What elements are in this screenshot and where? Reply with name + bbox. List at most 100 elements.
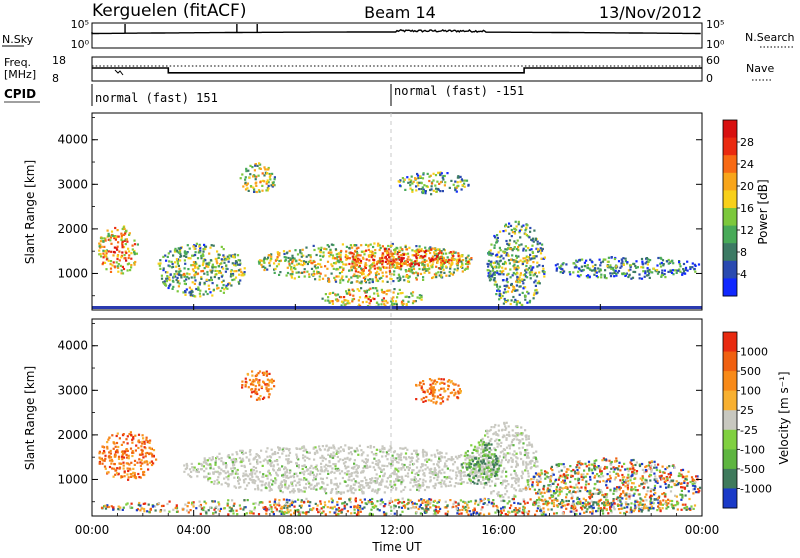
range-gate-cell bbox=[436, 479, 438, 481]
range-gate-cell bbox=[274, 178, 276, 180]
range-gate-cell bbox=[428, 272, 430, 274]
range-gate-cell bbox=[433, 401, 435, 403]
range-gate-cell bbox=[202, 262, 204, 264]
range-gate-cell bbox=[524, 454, 526, 456]
range-gate-cell bbox=[505, 254, 507, 256]
range-gate-cell bbox=[172, 254, 174, 256]
range-gate-cell bbox=[338, 492, 340, 494]
range-gate-cell bbox=[423, 383, 425, 385]
range-gate-cell bbox=[513, 228, 515, 230]
range-gate-cell bbox=[418, 384, 420, 386]
range-gate-cell bbox=[357, 450, 359, 452]
range-gate-cell bbox=[335, 294, 337, 296]
range-gate-cell bbox=[441, 452, 443, 454]
range-gate-cell bbox=[365, 250, 367, 252]
range-gate-cell bbox=[530, 463, 532, 465]
range-gate-cell bbox=[382, 272, 384, 274]
range-gate-cell bbox=[596, 480, 598, 482]
range-gate-cell bbox=[293, 265, 295, 267]
range-gate-cell bbox=[510, 284, 512, 286]
range-gate-cell bbox=[608, 257, 610, 259]
range-gate-cell bbox=[355, 489, 357, 491]
range-gate-cell bbox=[382, 260, 384, 262]
range-gate-cell bbox=[508, 496, 510, 498]
range-gate-cell bbox=[125, 243, 127, 245]
range-gate-cell bbox=[121, 444, 123, 446]
range-gate-cell bbox=[149, 447, 151, 449]
range-gate-cell bbox=[522, 282, 524, 284]
range-gate-cell bbox=[591, 261, 593, 263]
range-gate-cell bbox=[142, 437, 144, 439]
range-gate-cell bbox=[235, 470, 237, 472]
range-gate-cell bbox=[422, 484, 424, 486]
range-gate-cell bbox=[263, 397, 265, 399]
range-gate-cell bbox=[366, 465, 368, 467]
range-gate-cell bbox=[207, 464, 209, 466]
range-gate-cell bbox=[412, 272, 414, 274]
range-gate-cell bbox=[250, 472, 252, 474]
range-gate-cell bbox=[248, 460, 250, 462]
range-gate-cell bbox=[617, 496, 619, 498]
range-gate-cell bbox=[176, 250, 178, 252]
range-gate-cell bbox=[243, 479, 245, 481]
date-title: 13/Nov/2012 bbox=[599, 3, 702, 22]
range-gate-cell bbox=[330, 479, 332, 481]
range-gate-cell bbox=[250, 395, 252, 397]
range-gate-cell bbox=[324, 469, 326, 471]
range-gate-cell bbox=[336, 256, 338, 258]
range-gate-cell bbox=[520, 426, 522, 428]
range-gate-cell bbox=[258, 397, 260, 399]
range-gate-cell bbox=[266, 390, 268, 392]
range-gate-cell bbox=[308, 276, 310, 278]
range-gate-cell bbox=[338, 261, 340, 263]
range-gate-cell bbox=[249, 453, 251, 455]
range-gate-cell bbox=[369, 267, 371, 269]
range-gate-cell bbox=[533, 281, 535, 283]
range-gate-cell bbox=[225, 259, 227, 261]
range-gate-cell bbox=[382, 245, 384, 247]
range-gate-cell bbox=[661, 274, 663, 276]
range-gate-cell bbox=[442, 400, 444, 402]
range-gate-cell bbox=[273, 181, 275, 183]
range-gate-cell bbox=[626, 261, 628, 263]
range-gate-cell bbox=[269, 472, 271, 474]
range-gate-cell bbox=[296, 264, 298, 266]
range-gate-cell bbox=[165, 278, 167, 280]
colorbar-tick-label: 16 bbox=[740, 202, 754, 215]
range-gate-cell bbox=[422, 279, 424, 281]
range-gate-cell bbox=[259, 457, 261, 459]
range-gate-cell bbox=[282, 450, 284, 452]
range-gate-cell bbox=[216, 479, 218, 481]
nsearch-tick-top: 10⁵ bbox=[706, 18, 724, 31]
range-gate-cell bbox=[527, 452, 529, 454]
range-gate-cell bbox=[435, 484, 437, 486]
range-gate-cell bbox=[168, 276, 170, 278]
range-gate-cell bbox=[613, 275, 615, 277]
range-gate-cell bbox=[295, 454, 297, 456]
range-gate-cell bbox=[344, 481, 346, 483]
range-gate-cell bbox=[676, 496, 678, 498]
range-gate-cell bbox=[348, 479, 350, 481]
range-gate-cell bbox=[370, 447, 372, 449]
range-gate-cell bbox=[355, 475, 357, 477]
range-gate-cell bbox=[507, 452, 509, 454]
range-gate-cell bbox=[289, 471, 291, 473]
range-gate-cell bbox=[361, 454, 363, 456]
colorbar-swatch bbox=[723, 208, 737, 226]
range-gate-cell bbox=[522, 442, 524, 444]
range-gate-cell bbox=[534, 462, 536, 464]
range-gate-cell bbox=[369, 265, 371, 267]
range-gate-cell bbox=[265, 487, 267, 489]
range-gate-cell bbox=[271, 461, 273, 463]
range-gate-cell bbox=[215, 462, 217, 464]
range-gate-cell bbox=[114, 227, 116, 229]
range-gate-cell bbox=[544, 257, 546, 259]
range-gate-cell bbox=[134, 261, 136, 263]
range-gate-cell bbox=[517, 240, 519, 242]
range-gate-cell bbox=[311, 262, 313, 264]
range-gate-cell bbox=[407, 301, 409, 303]
range-gate-cell bbox=[452, 255, 454, 257]
range-gate-cell bbox=[121, 269, 123, 271]
range-gate-cell bbox=[443, 272, 445, 274]
